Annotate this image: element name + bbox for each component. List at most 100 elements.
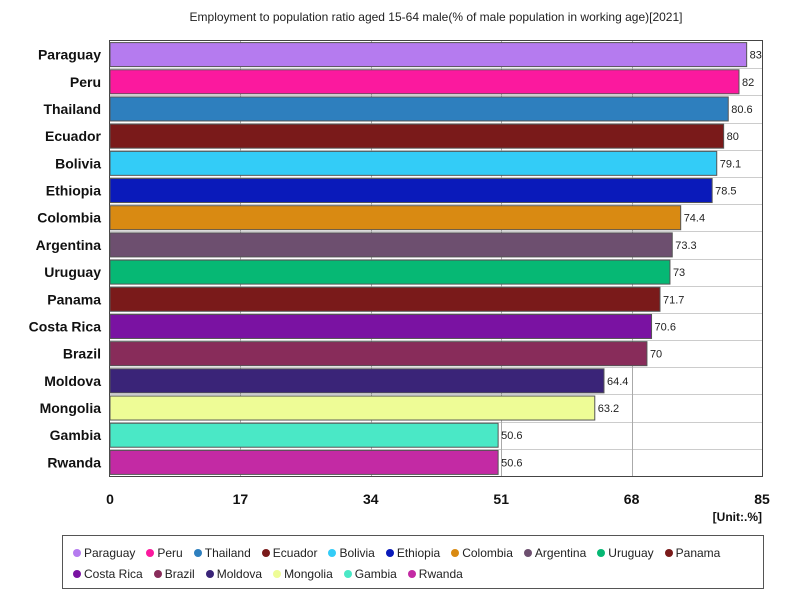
category-label: Panama xyxy=(47,291,101,307)
legend-label: Argentina xyxy=(534,545,587,560)
category-label: Costa Rica xyxy=(29,318,102,334)
bar-uruguay xyxy=(109,259,671,285)
legend-label: Peru xyxy=(157,545,183,560)
axes: 0 17 34 51 68 85 xyxy=(106,491,770,507)
x-tick-label: 68 xyxy=(624,491,640,507)
x-tick-label: 17 xyxy=(233,491,249,507)
x-tick-label: 34 xyxy=(363,491,379,507)
legend-swatch xyxy=(451,548,460,557)
legend-item: Peru xyxy=(146,542,183,563)
value-label: 70.6 xyxy=(655,321,676,333)
legend-label: Uruguay xyxy=(608,545,654,560)
legend-item: Ecuador xyxy=(261,542,318,563)
bar-thailand xyxy=(109,96,729,122)
legend-label: Panama xyxy=(675,545,721,560)
legend-item: Moldova xyxy=(205,563,262,584)
plot-area xyxy=(109,40,763,477)
legend-item: Costa Rica xyxy=(73,563,143,584)
legend-label: Gambia xyxy=(354,566,397,581)
bar-rwanda xyxy=(109,449,499,475)
chart-title: Employment to population ratio aged 15-6… xyxy=(190,10,683,24)
value-label: 71.7 xyxy=(663,294,684,306)
bar-peru xyxy=(109,69,740,95)
legend-swatch xyxy=(146,548,155,557)
legend-item: Ethiopia xyxy=(385,542,441,563)
category-label: Uruguay xyxy=(44,264,101,280)
category-label: Paraguay xyxy=(38,47,101,63)
value-label: 70 xyxy=(650,349,662,361)
legend-swatch xyxy=(153,569,162,578)
legend-swatch xyxy=(73,548,81,557)
bars: 83 Paraguay 82 Peru 80.6 Thailand 80 Ecuador 79.… xyxy=(29,42,762,475)
category-label: Rwanda xyxy=(47,454,101,470)
bar-colombia xyxy=(109,205,682,231)
legend-label: Thailand xyxy=(204,545,251,560)
category-label: Ethiopia xyxy=(46,183,101,199)
value-label: 78.5 xyxy=(715,186,736,198)
legend-item: Uruguay xyxy=(597,542,654,563)
value-label: 50.6 xyxy=(501,430,522,442)
category-label: Gambia xyxy=(50,427,102,443)
legend-label: Brazil xyxy=(164,566,195,581)
value-label: 79.1 xyxy=(720,158,741,170)
legend-swatch xyxy=(205,569,214,578)
value-label: 82 xyxy=(742,77,754,89)
legend-item: Rwanda xyxy=(407,563,463,584)
legend-item: Gambia xyxy=(343,563,397,584)
legend-label: Ecuador xyxy=(272,545,318,560)
value-label: 73 xyxy=(673,267,685,279)
bar-ecuador xyxy=(109,123,725,149)
bar-ethiopia xyxy=(109,178,713,204)
value-label: 64.4 xyxy=(607,376,628,388)
category-label: Thailand xyxy=(43,101,101,117)
category-label: Brazil xyxy=(63,346,101,362)
value-label: 80 xyxy=(727,131,739,143)
legend-label: Bolivia xyxy=(339,545,375,560)
legend-item: Paraguay xyxy=(73,542,135,563)
legend-item: Panama xyxy=(664,542,721,563)
bar-costa-rica xyxy=(109,313,653,339)
legend: Paraguay Peru Thailand Ecuador Bolivia Ethiop… xyxy=(62,535,764,589)
legend-label: Ethiopia xyxy=(396,545,441,560)
legend-swatch xyxy=(328,548,337,557)
legend-item: Colombia xyxy=(451,542,513,563)
bar-bolivia xyxy=(109,150,718,176)
legend-label: Colombia xyxy=(462,545,513,560)
value-label: 73.3 xyxy=(675,240,696,252)
value-label: 80.6 xyxy=(731,104,752,116)
legend-swatch xyxy=(664,548,673,557)
legend-swatch xyxy=(273,569,282,578)
legend-swatch xyxy=(193,548,202,557)
category-label: Mongolia xyxy=(40,400,102,416)
value-label: 50.6 xyxy=(501,457,522,469)
legend-swatch xyxy=(343,569,352,578)
category-label: Argentina xyxy=(36,237,102,253)
bar-paraguay xyxy=(109,42,748,68)
category-label: Bolivia xyxy=(55,155,101,171)
category-label: Colombia xyxy=(37,210,101,226)
legend-swatch xyxy=(523,548,532,557)
legend-swatch xyxy=(385,548,394,557)
legend-swatch xyxy=(407,569,416,578)
x-tick-label: 0 xyxy=(106,491,114,507)
category-label: Moldova xyxy=(44,373,101,389)
bar-gambia xyxy=(109,422,499,448)
category-label: Ecuador xyxy=(45,128,102,144)
legend-swatch xyxy=(597,548,606,557)
x-tick-label: 51 xyxy=(493,491,509,507)
legend-swatch xyxy=(73,569,81,578)
legend-item: Bolivia xyxy=(328,542,375,563)
legend-label: Paraguay xyxy=(84,545,136,560)
legend-item: Argentina xyxy=(523,542,587,563)
legend-item: Mongolia xyxy=(273,563,333,584)
value-label: 63.2 xyxy=(598,403,619,415)
legend-label: Rwanda xyxy=(418,566,463,581)
value-label: 74.4 xyxy=(684,213,705,225)
bar-moldova xyxy=(109,368,605,394)
unit-label: [Unit:.%] xyxy=(713,510,762,524)
legend-label: Mongolia xyxy=(284,566,333,581)
bar-chart: Employment to population ratio aged 15-6… xyxy=(29,10,770,524)
legend-item: Thailand xyxy=(193,542,251,563)
legend-item: Brazil xyxy=(153,563,195,584)
bar-panama xyxy=(109,286,661,312)
